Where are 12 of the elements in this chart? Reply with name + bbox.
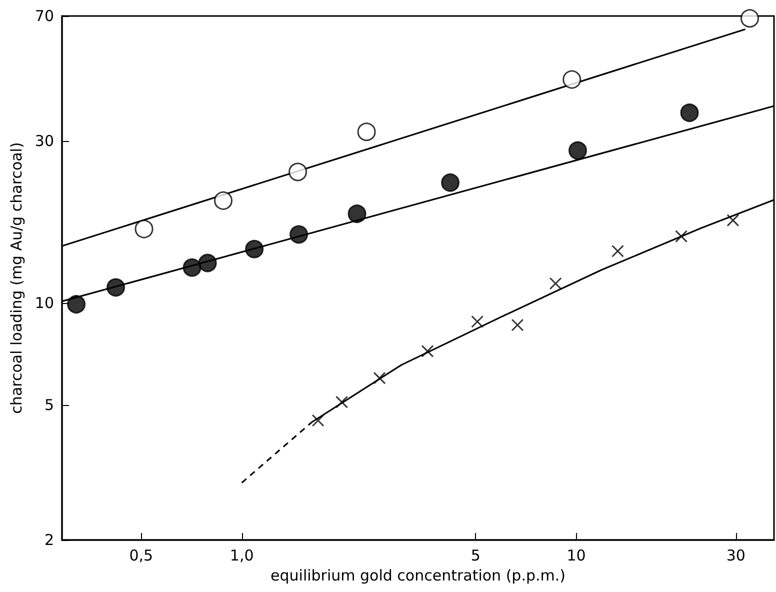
y-tick-label: 70 [34, 7, 54, 25]
y-tick-label: 2 [44, 531, 54, 549]
x-axis-title: equilibrium gold concentration (p.p.m.) [270, 566, 566, 584]
y-tick-label: 5 [44, 396, 54, 414]
y-tick-label: 10 [34, 294, 54, 312]
x-tick-label: 0,5 [129, 546, 154, 564]
y-axis-title: charcoal loading (mg Au/g charcoal) [8, 142, 26, 414]
x-tick-label: 10 [566, 546, 586, 564]
x-tick-label: 5 [470, 546, 480, 564]
x-tick-label: 1,0 [230, 546, 254, 564]
x-tick-label: 30 [726, 546, 746, 564]
y-tick-label: 30 [34, 132, 54, 150]
